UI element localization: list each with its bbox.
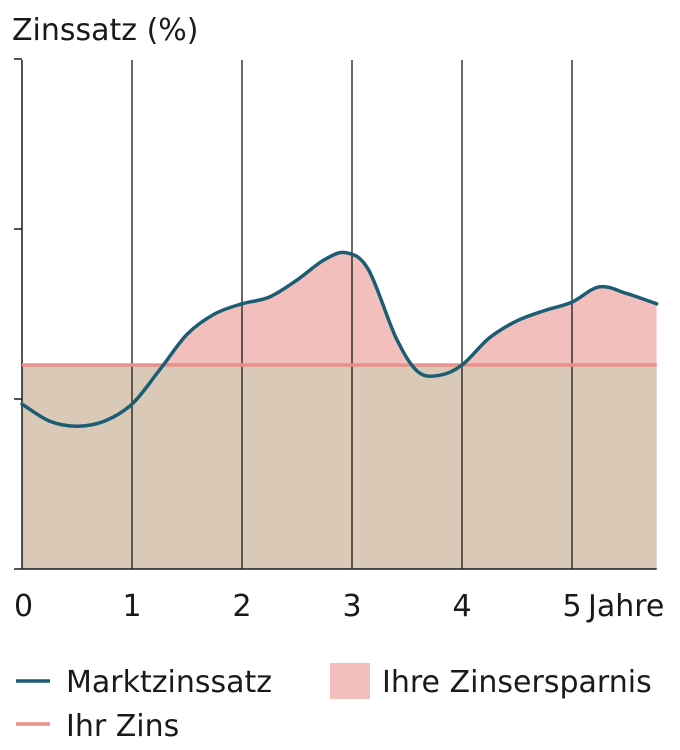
- base-area: [22, 365, 657, 569]
- x-tick-label-1: 1: [122, 589, 141, 624]
- legend: Marktzinssatz Ihre Zinsersparnis Ihr Zins: [16, 663, 652, 744]
- x-unit-label: Jahre: [586, 589, 664, 624]
- x-tick-label-0: 0: [14, 589, 33, 624]
- x-axis-ticks: 0 1 2 3 4 5 Jahre: [14, 589, 664, 624]
- legend-label-marktzinssatz: Marktzinssatz: [66, 665, 272, 700]
- x-tick-label-5: 5: [562, 589, 581, 624]
- x-tick-label-2: 2: [232, 589, 251, 624]
- legend-label-zinsersparnis: Ihre Zinsersparnis: [382, 665, 652, 700]
- series-line-marktzinssatz: [20, 250, 659, 428]
- x-tick-label-4: 4: [452, 589, 471, 624]
- savings-area: [163, 252, 657, 365]
- plot-area: [14, 58, 659, 570]
- x-tick-label-3: 3: [342, 589, 361, 624]
- legend-label-ihr-zins: Ihr Zins: [66, 709, 179, 744]
- chart-title: Zinssatz (%): [12, 13, 199, 48]
- legend-patch-zinsersparnis: [330, 663, 370, 699]
